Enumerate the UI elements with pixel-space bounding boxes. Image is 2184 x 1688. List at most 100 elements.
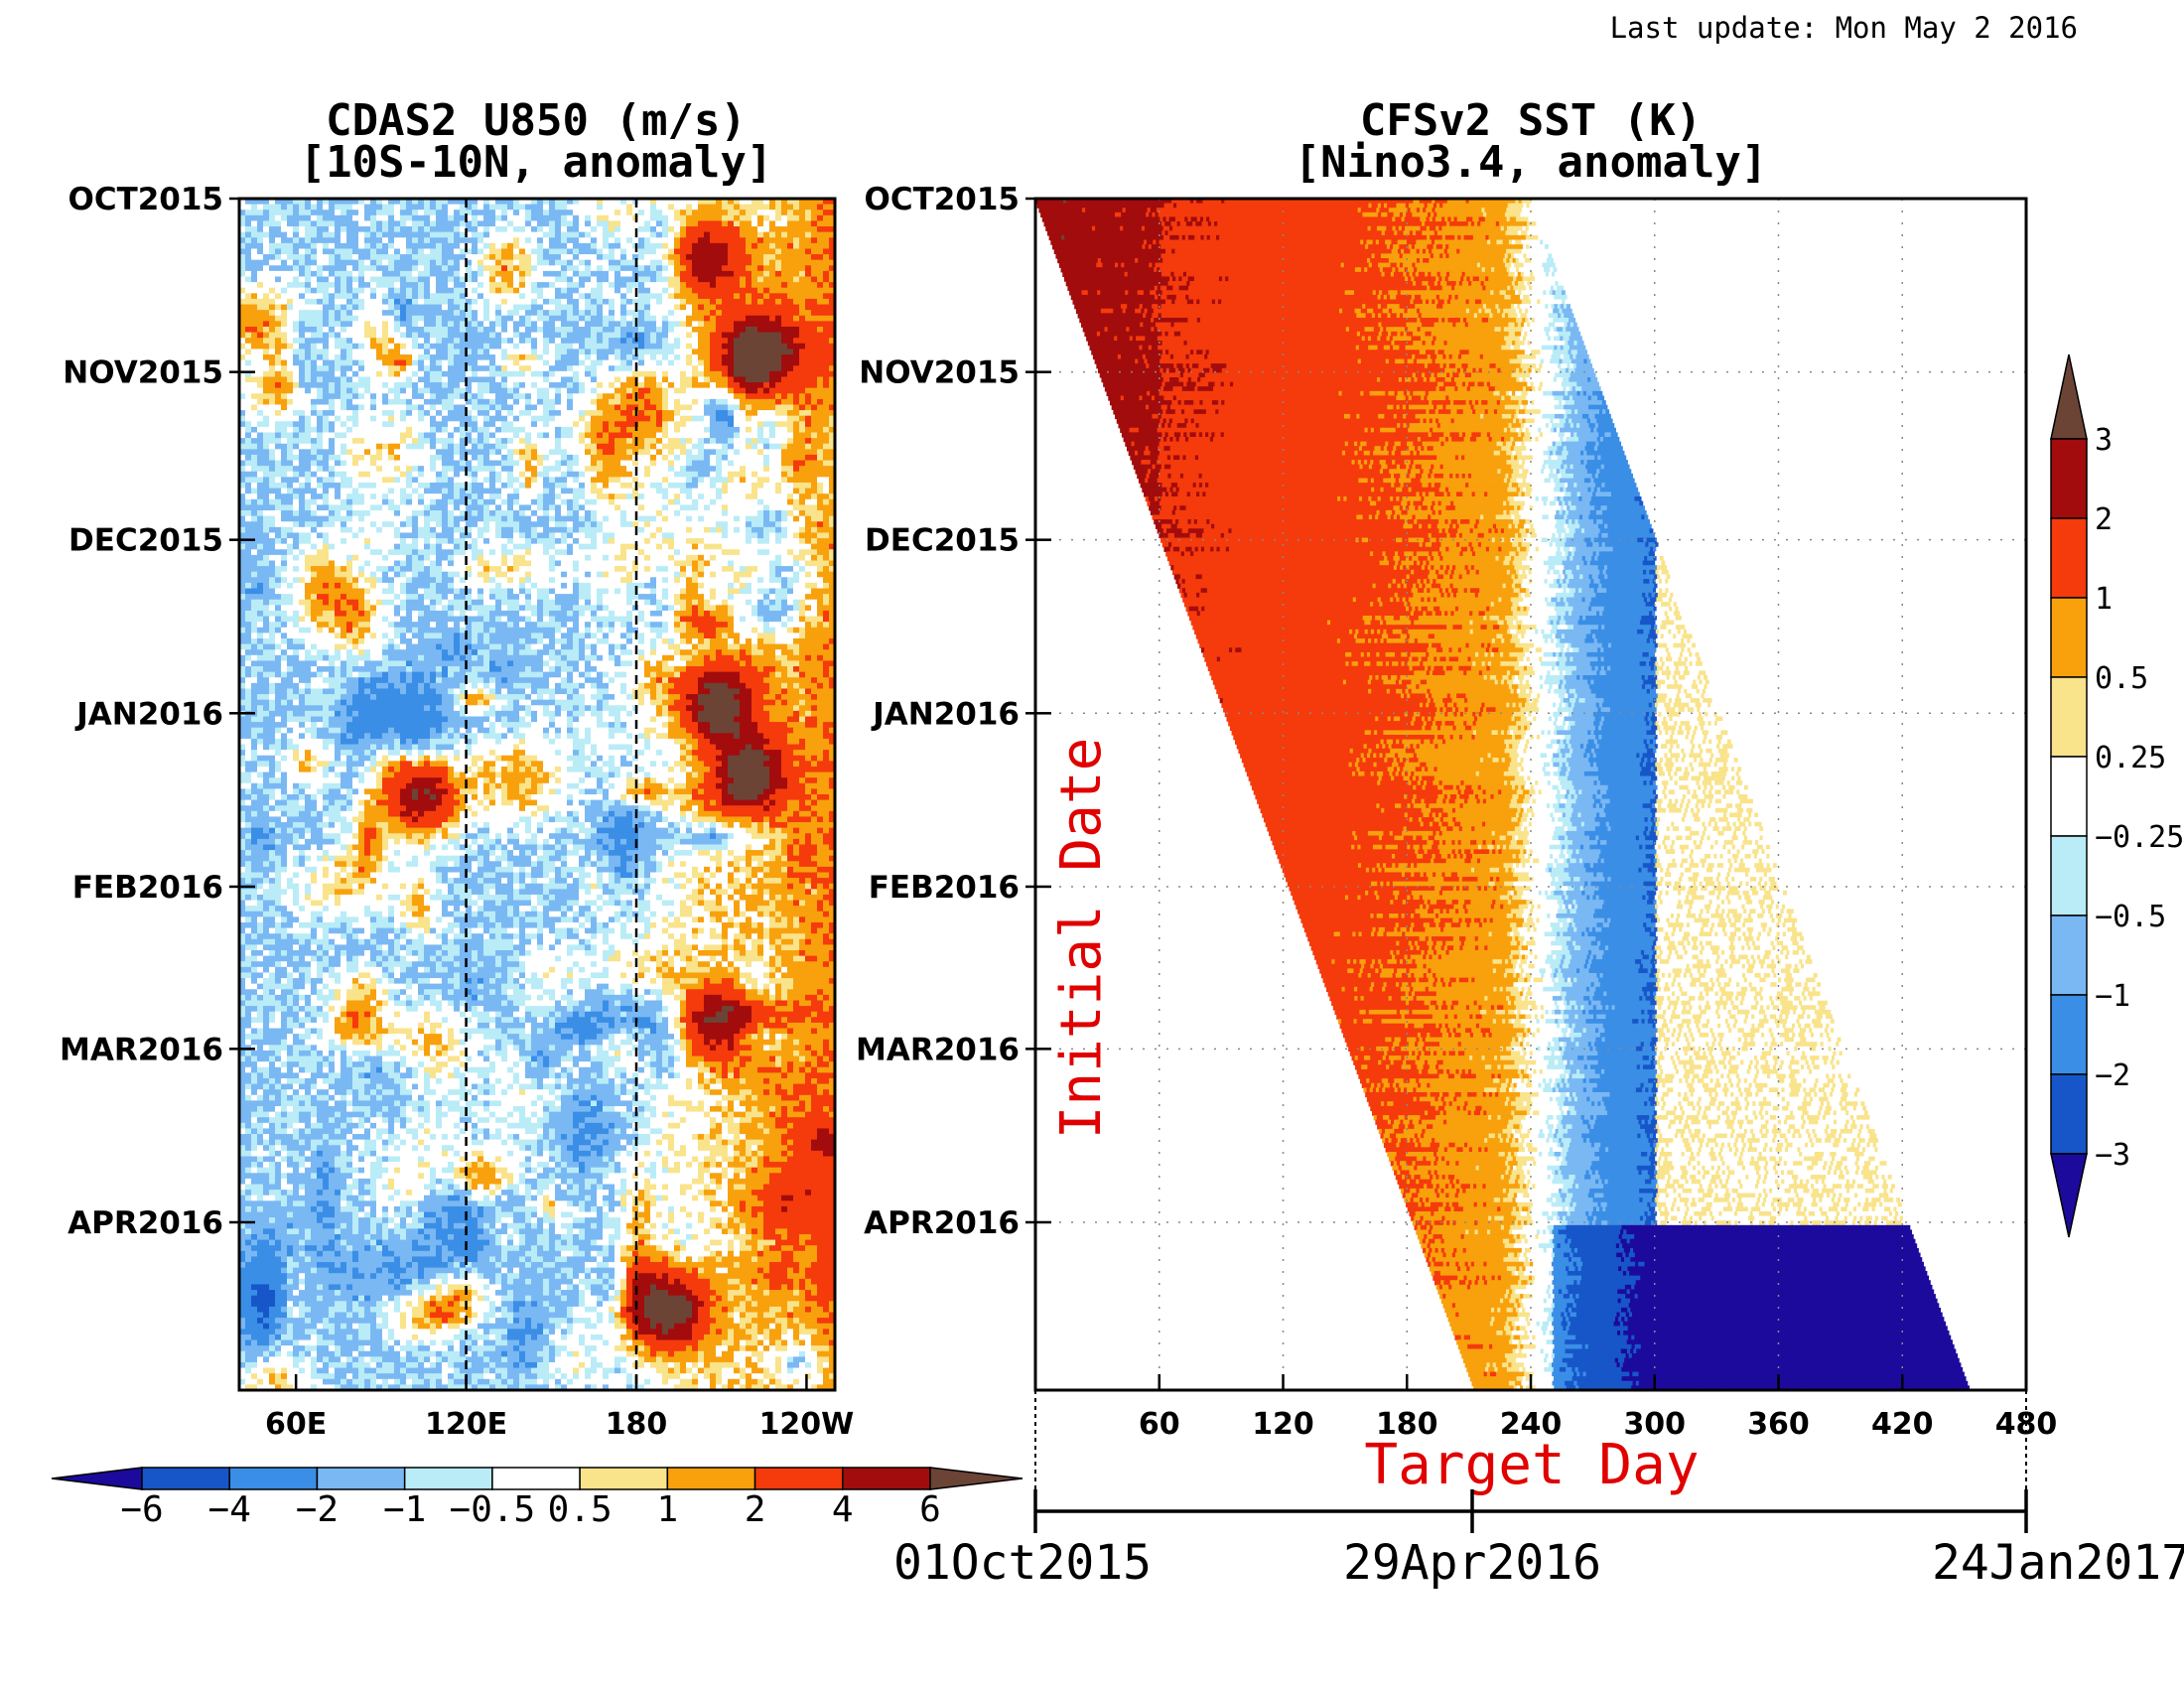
u850-cell xyxy=(299,421,306,427)
u850-cell xyxy=(549,327,556,333)
u850-cell xyxy=(573,271,580,277)
u850-cell xyxy=(793,427,800,433)
u850-cell xyxy=(531,277,538,283)
u850-cell xyxy=(483,260,490,266)
u850-cell xyxy=(388,338,395,344)
u850-cell xyxy=(549,333,556,339)
u850-cell xyxy=(740,288,747,294)
u850-cell xyxy=(644,232,651,238)
u850-cell xyxy=(442,237,449,243)
u850-cell xyxy=(716,427,723,433)
u850-cell xyxy=(674,288,681,294)
u850-cell xyxy=(352,393,359,399)
u850-cell xyxy=(549,399,556,405)
u850-cell xyxy=(793,416,800,422)
u850-cell xyxy=(746,472,752,478)
u850-cell xyxy=(585,349,592,354)
u850-cell xyxy=(781,461,788,467)
u850-cell xyxy=(614,265,621,271)
u850-cell xyxy=(597,260,604,266)
u850-cell xyxy=(781,305,788,311)
u850-cell xyxy=(358,215,365,221)
u850-cell xyxy=(609,232,615,238)
u850-cell xyxy=(376,376,383,382)
u850-cell xyxy=(716,472,723,478)
u850-cell xyxy=(662,388,669,394)
u850-cell xyxy=(346,327,353,333)
u850-cell xyxy=(448,220,455,226)
u850-cell xyxy=(489,215,496,221)
u850-cell xyxy=(757,338,764,344)
u850-cell xyxy=(478,421,484,427)
u850-cell xyxy=(329,260,336,266)
u850-cell xyxy=(674,321,681,327)
u850-cell xyxy=(281,455,288,461)
u850-cell xyxy=(585,354,592,360)
u850-cell xyxy=(507,438,514,444)
u850-cell xyxy=(329,271,336,277)
u850-cell xyxy=(472,277,478,283)
u850-cell xyxy=(299,232,306,238)
u850-cell xyxy=(525,410,532,416)
u850-cell xyxy=(740,349,747,354)
u850-cell xyxy=(710,232,717,238)
u850-cell xyxy=(543,472,550,478)
u850-cell xyxy=(686,277,693,283)
u850-cell xyxy=(382,438,389,444)
u850-cell xyxy=(668,399,675,405)
u850-cell xyxy=(394,333,401,339)
u850-cell xyxy=(382,410,389,416)
u850-cell xyxy=(656,254,663,260)
u850-cell xyxy=(525,271,532,277)
u850-cell xyxy=(525,333,532,339)
u850-cell xyxy=(293,393,300,399)
u850-cell xyxy=(483,254,490,260)
u850-cell xyxy=(257,433,264,439)
u850-cell xyxy=(418,232,425,238)
u850-cell xyxy=(418,382,425,388)
u850-cell xyxy=(436,293,443,299)
u850-cell xyxy=(495,277,502,283)
u850-cell xyxy=(483,388,490,394)
u850-cell xyxy=(251,444,258,450)
u850-cell xyxy=(388,388,395,394)
u850-cell xyxy=(674,461,681,467)
u850-cell xyxy=(311,260,318,266)
u850-cell xyxy=(275,376,282,382)
u850-cell xyxy=(281,220,288,226)
u850-cell xyxy=(519,416,526,422)
u850-cell xyxy=(478,260,484,266)
u850-cell xyxy=(346,305,353,311)
u850-cell xyxy=(311,354,318,360)
u850-cell xyxy=(597,444,604,450)
u850-cell xyxy=(805,321,812,327)
u850-cell xyxy=(549,260,556,266)
u850-cell xyxy=(311,237,318,243)
u850-cell xyxy=(483,427,490,433)
u850-cell xyxy=(775,310,782,316)
u850-cell xyxy=(609,382,615,388)
u850-cell xyxy=(501,360,508,366)
u850-cell xyxy=(245,271,252,277)
u850-cell xyxy=(716,449,723,455)
u850-cell xyxy=(751,226,758,232)
u850-cell xyxy=(335,277,341,283)
u850-cell xyxy=(620,338,627,344)
u850-cell xyxy=(817,226,824,232)
u850-cell xyxy=(406,205,413,211)
u850-cell xyxy=(537,393,544,399)
u850-cell xyxy=(442,260,449,266)
u850-cell xyxy=(424,220,431,226)
u850-cell xyxy=(341,260,347,266)
u850-cell xyxy=(620,277,627,283)
u850-cell xyxy=(448,288,455,294)
u850-cell xyxy=(626,282,633,288)
u850-cell xyxy=(656,215,663,221)
u850-cell xyxy=(710,338,717,344)
u850-cell xyxy=(710,404,717,410)
u850-cell xyxy=(245,382,252,388)
u850-cell xyxy=(263,265,270,271)
u850-cell xyxy=(370,444,377,450)
u850-cell xyxy=(269,288,276,294)
u850-cell xyxy=(787,455,794,461)
